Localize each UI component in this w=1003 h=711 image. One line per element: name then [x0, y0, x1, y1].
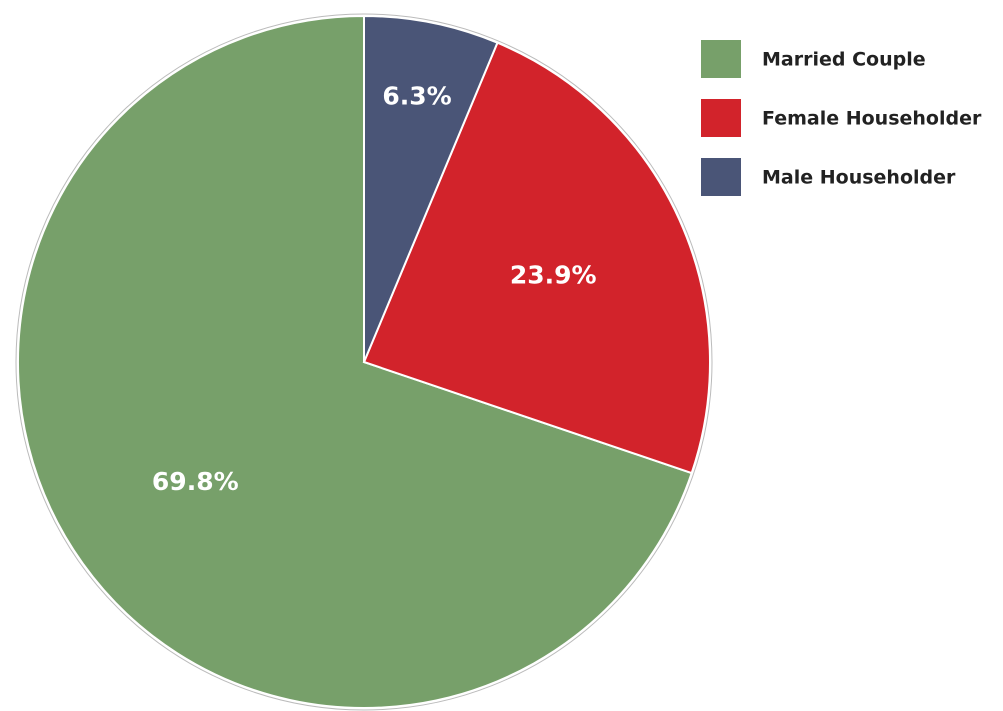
value-label: 69.8%	[152, 467, 239, 496]
legend-swatch	[701, 40, 741, 78]
pie-slice	[363, 14, 499, 363]
legend-label: Female Householder	[762, 108, 982, 130]
legend-swatch	[701, 99, 741, 137]
legend-label: Married Couple	[762, 49, 926, 71]
pie-slice	[17, 14, 693, 709]
legend-swatch	[701, 158, 741, 196]
legend-label: Male Householder	[762, 167, 956, 189]
value-label: 6.3%	[382, 81, 451, 110]
pie-outline	[15, 13, 713, 711]
value-label: 23.9%	[510, 261, 597, 290]
pie-slice	[362, 41, 711, 475]
